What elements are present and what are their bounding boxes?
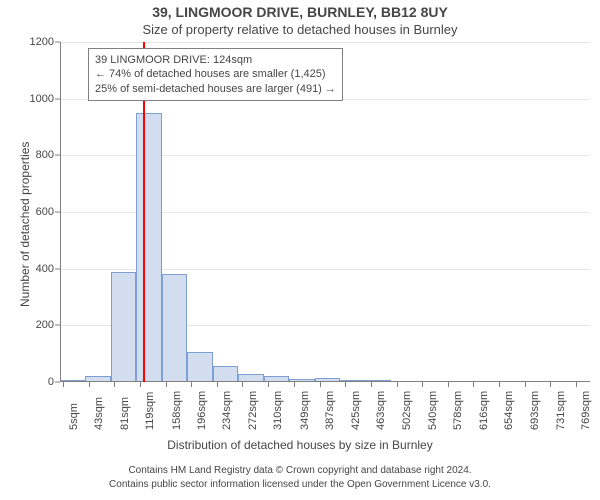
annotation-line: ← 74% of detached houses are smaller (1,…: [95, 67, 336, 81]
x-tick: [422, 382, 423, 387]
x-tick: [576, 382, 577, 387]
x-tick-label: 5sqm: [68, 403, 80, 430]
chart-footer: Contains HM Land Registry data © Crown c…: [0, 464, 600, 491]
x-tick-label: 654sqm: [503, 391, 515, 430]
y-axis-line: [60, 42, 61, 382]
x-tick-label: 463sqm: [375, 391, 387, 430]
histogram-bar: [187, 352, 212, 382]
x-tick: [550, 382, 551, 387]
chart-subtitle: Size of property relative to detached ho…: [0, 22, 600, 37]
x-tick-label: 234sqm: [221, 391, 233, 430]
chart-title: 39, LINGMOOR DRIVE, BURNLEY, BB12 8UY: [0, 4, 600, 20]
x-tick-label: 310sqm: [272, 391, 284, 430]
histogram-bar: [136, 113, 161, 382]
x-tick: [294, 382, 295, 387]
x-tick: [397, 382, 398, 387]
grid-line: [60, 42, 590, 43]
y-tick-label: 1200: [30, 36, 60, 48]
y-tick-label: 0: [48, 376, 60, 388]
x-axis-bottom-label: Distribution of detached houses by size …: [0, 438, 600, 452]
x-tick-label: 119sqm: [144, 392, 156, 430]
annotation-box: 39 LINGMOOR DRIVE: 124sqm← 74% of detach…: [88, 48, 343, 101]
x-tick-label: 578sqm: [452, 391, 464, 430]
histogram-bar: [213, 366, 238, 382]
x-tick-label: 43sqm: [93, 397, 105, 430]
plot-area: 0200400600800100012005sqm43sqm81sqm119sq…: [60, 42, 590, 382]
x-tick-label: 349sqm: [299, 391, 311, 430]
x-tick: [499, 382, 500, 387]
y-tick-label: 600: [36, 206, 60, 218]
annotation-line: 39 LINGMOOR DRIVE: 124sqm: [95, 53, 336, 67]
y-tick-label: 400: [36, 263, 60, 275]
y-tick-label: 800: [36, 149, 60, 161]
x-tick: [371, 382, 372, 387]
x-tick-label: 425sqm: [350, 391, 362, 430]
x-tick: [166, 382, 167, 387]
x-tick: [473, 382, 474, 387]
x-tick: [525, 382, 526, 387]
x-tick-label: 616sqm: [478, 391, 490, 430]
x-tick: [140, 382, 141, 387]
histogram-bar: [162, 274, 187, 382]
annotation-line: 25% of semi-detached houses are larger (…: [95, 82, 336, 96]
x-tick: [89, 382, 90, 387]
x-tick-label: 81sqm: [119, 397, 131, 430]
x-tick: [242, 382, 243, 387]
x-tick-label: 769sqm: [580, 391, 592, 430]
x-tick: [268, 382, 269, 387]
y-axis-label: Number of detached properties: [18, 142, 32, 307]
y-tick-label: 200: [36, 319, 60, 331]
x-tick: [63, 382, 64, 387]
x-tick: [320, 382, 321, 387]
y-tick-label: 1000: [30, 93, 60, 105]
x-tick: [217, 382, 218, 387]
x-axis-line: [60, 381, 590, 382]
x-tick-label: 387sqm: [324, 391, 336, 430]
x-tick-label: 693sqm: [529, 391, 541, 430]
x-tick-label: 158sqm: [171, 391, 183, 430]
x-tick: [448, 382, 449, 387]
x-tick: [345, 382, 346, 387]
x-tick-label: 540sqm: [427, 391, 439, 430]
x-tick-label: 731sqm: [555, 391, 567, 430]
x-tick-label: 272sqm: [247, 391, 259, 430]
x-tick-label: 196sqm: [196, 391, 208, 430]
x-tick: [114, 382, 115, 387]
footer-line-2: Contains public sector information licen…: [0, 478, 600, 492]
histogram-bar: [111, 272, 136, 383]
footer-line-1: Contains HM Land Registry data © Crown c…: [0, 464, 600, 478]
x-tick: [191, 382, 192, 387]
x-tick-label: 502sqm: [401, 391, 413, 430]
